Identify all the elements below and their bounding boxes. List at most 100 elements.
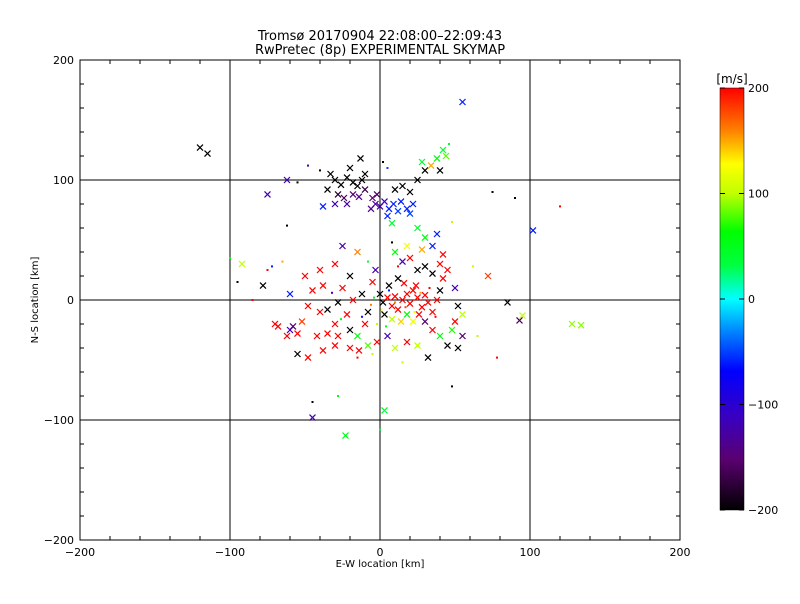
- scatter-marker-x: [421, 166, 429, 174]
- scatter-marker-dot: [476, 335, 479, 337]
- scatter-marker-x: [384, 294, 391, 302]
- scatter-marker-x: [442, 152, 450, 160]
- scatter-marker-dot: [307, 164, 309, 167]
- scatter-marker-x: [397, 318, 405, 326]
- y-tick-label: 0: [67, 294, 74, 307]
- scatter-marker-x: [381, 310, 388, 318]
- scatter-marker-dot: [271, 265, 273, 268]
- scatter-marker-x: [421, 234, 429, 242]
- scatter-marker-dot: [371, 353, 374, 355]
- scatter-marker-x: [298, 318, 306, 326]
- scatter-marker-dot: [386, 167, 389, 169]
- scatter-marker-x: [357, 154, 364, 162]
- scatter-marker-x: [394, 306, 402, 314]
- scatter-marker-x: [412, 282, 420, 290]
- scatter-marker-x: [372, 266, 379, 274]
- scatter-marker-x: [349, 296, 357, 304]
- scatter-marker-x: [421, 318, 429, 326]
- scatter-marker-x: [459, 98, 466, 106]
- scatter-marker-x: [399, 258, 406, 266]
- scatter-marker-x: [381, 198, 388, 206]
- scatter-marker-x: [361, 170, 369, 178]
- y-tick-label: −200: [44, 534, 74, 547]
- scatter-marker-x: [459, 332, 466, 340]
- scatter-marker-dot: [401, 361, 404, 364]
- scatter-marker-x: [331, 342, 339, 350]
- scatter-marker-x: [406, 300, 414, 308]
- scatter-marker-x: [454, 302, 462, 310]
- scatter-marker-x: [346, 326, 354, 334]
- scatter-marker-x: [309, 286, 316, 294]
- scatter-marker-x: [429, 308, 436, 316]
- scatter-marker-x: [429, 270, 436, 278]
- colorbar-tick-label: 200: [748, 82, 769, 95]
- scatter-marker-dot: [451, 385, 453, 388]
- scatter-marker-x: [385, 282, 393, 290]
- scatter-marker-dot: [337, 395, 339, 397]
- scatter-marker-dot: [373, 296, 375, 299]
- scatter-marker-dot: [448, 143, 450, 145]
- scatter-marker-x: [403, 205, 411, 213]
- scatter-marker-dot: [491, 191, 494, 193]
- scatter-marker-x: [406, 210, 414, 218]
- scatter-marker-dot: [281, 260, 284, 263]
- scatter-marker-x: [414, 266, 421, 274]
- scatter-marker-x: [388, 315, 396, 323]
- scatter-marker-x: [397, 198, 405, 206]
- scatter-marker-x: [415, 310, 423, 318]
- scatter-marker-x: [421, 291, 429, 299]
- scatter-marker-x: [354, 248, 361, 256]
- scatter-marker-x: [399, 296, 406, 304]
- scatter-points: [196, 98, 585, 440]
- scatter-marker-dot: [367, 260, 369, 263]
- scatter-marker-x: [436, 286, 444, 294]
- scatter-marker-x: [367, 205, 375, 213]
- scatter-marker-dot: [496, 356, 498, 359]
- scatter-marker-x: [384, 212, 391, 220]
- scatter-marker-x: [409, 286, 417, 294]
- scatter-marker-x: [364, 342, 372, 350]
- scatter-marker-x: [361, 186, 369, 194]
- scatter-marker-x: [484, 272, 492, 280]
- scatter-marker-dot: [340, 318, 342, 321]
- x-tick-label: −200: [65, 546, 95, 559]
- colorbar-tick-label: −100: [748, 399, 778, 412]
- scatter-marker-x: [343, 310, 351, 318]
- scatter-marker-dot: [356, 356, 359, 359]
- scatter-marker-x: [196, 144, 204, 152]
- scatter-marker-x: [391, 248, 399, 256]
- scatter-marker-x: [346, 272, 354, 280]
- scatter-marker-x: [342, 432, 349, 440]
- x-axis-label: E-W location [km]: [336, 559, 425, 570]
- scatter-marker-dot: [236, 281, 239, 283]
- scatter-marker-x: [391, 186, 399, 194]
- scatter-marker-dot: [319, 169, 321, 172]
- scatter-marker-x: [373, 190, 381, 198]
- y-tick-label: −100: [44, 414, 74, 427]
- colorbar-tick-label: 100: [748, 188, 769, 201]
- scatter-marker-x: [409, 318, 417, 326]
- scatter-marker-dot: [296, 181, 299, 184]
- scatter-marker-x: [459, 310, 466, 318]
- scatter-marker-x: [331, 200, 339, 208]
- scatter-marker-x: [319, 282, 327, 290]
- scatter-marker-x: [444, 342, 451, 350]
- scatter-marker-x: [337, 181, 345, 189]
- scatter-marker-x: [381, 406, 388, 414]
- scatter-marker-dot: [370, 303, 372, 306]
- scatter-marker-dot: [388, 289, 390, 292]
- scatter-marker-x: [334, 332, 342, 340]
- y-axis-label: N-S location [km]: [30, 257, 41, 344]
- x-tick-label: 200: [670, 546, 691, 559]
- scatter-marker-dot: [382, 161, 384, 163]
- chart-subtitle: RwPretec (8p) EXPERIMENTAL SKYMAP: [255, 43, 505, 58]
- scatter-marker-x: [451, 284, 459, 292]
- scatter-marker-dot: [331, 291, 333, 294]
- scatter-marker-x: [516, 316, 523, 324]
- scatter-marker-x: [339, 284, 346, 292]
- scatter-marker-dot: [472, 265, 474, 268]
- scatter-marker-x: [414, 294, 421, 302]
- scatter-marker-x: [414, 176, 421, 184]
- scatter-marker-dot: [229, 257, 231, 259]
- scatter-marker-dot: [428, 287, 431, 289]
